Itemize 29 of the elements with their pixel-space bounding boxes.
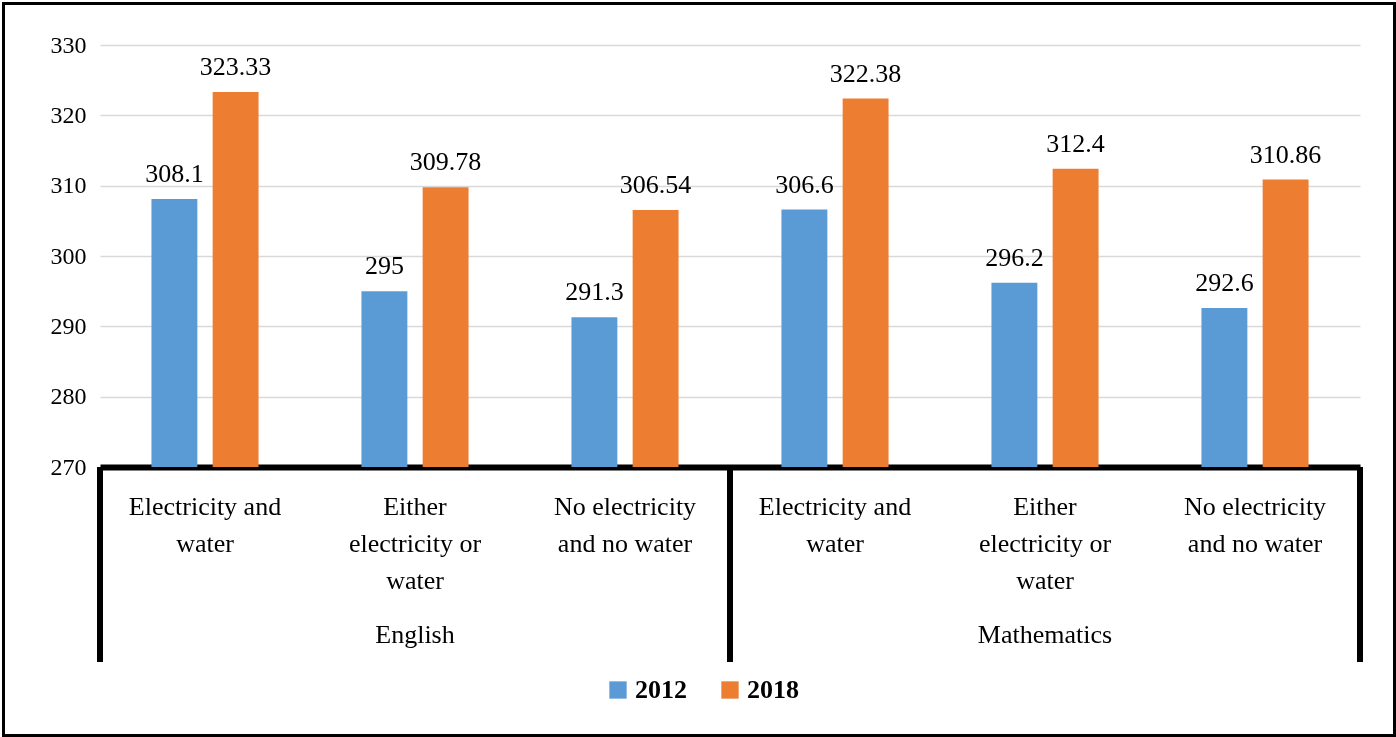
y-tick-label: 290 [50,312,87,339]
data-label: 308.1 [145,159,204,189]
y-tick-label: 300 [50,242,87,269]
y-tick-label: 320 [50,101,87,128]
x-tick-label: Electricity and water [758,491,912,558]
x-tick-label: Electricity and water [128,491,282,558]
x-tick-label: No electricity and no water [1183,491,1327,558]
legend-label: 2018 [747,675,799,704]
data-label: 323.33 [199,51,272,81]
data-label: 322.38 [829,58,902,88]
data-label: 306.6 [775,169,834,199]
data-label: 296.2 [985,242,1044,272]
y-tick-label: 270 [50,453,87,480]
data-label: 295 [364,251,404,281]
text: Mathematics [977,620,1113,650]
data-label: 292.6 [1195,268,1254,298]
y-tick-label: 280 [50,383,87,410]
data-label: 306.54 [619,170,692,199]
data-label: 309.78 [409,147,482,177]
x-tick-label: Either electricity or water [978,491,1112,595]
y-tick-label: 330 [50,31,87,58]
data-label: 291.3 [565,277,624,307]
data-label: 312.4 [1046,128,1105,158]
x-tick-label: Either electricity or water [348,491,482,595]
legend-label: 2012 [635,675,687,704]
data-label: 310.86 [1249,139,1322,169]
text: English [375,620,455,650]
x-tick-label: No electricity and no water [553,491,697,558]
y-tick-label: 310 [50,172,87,199]
